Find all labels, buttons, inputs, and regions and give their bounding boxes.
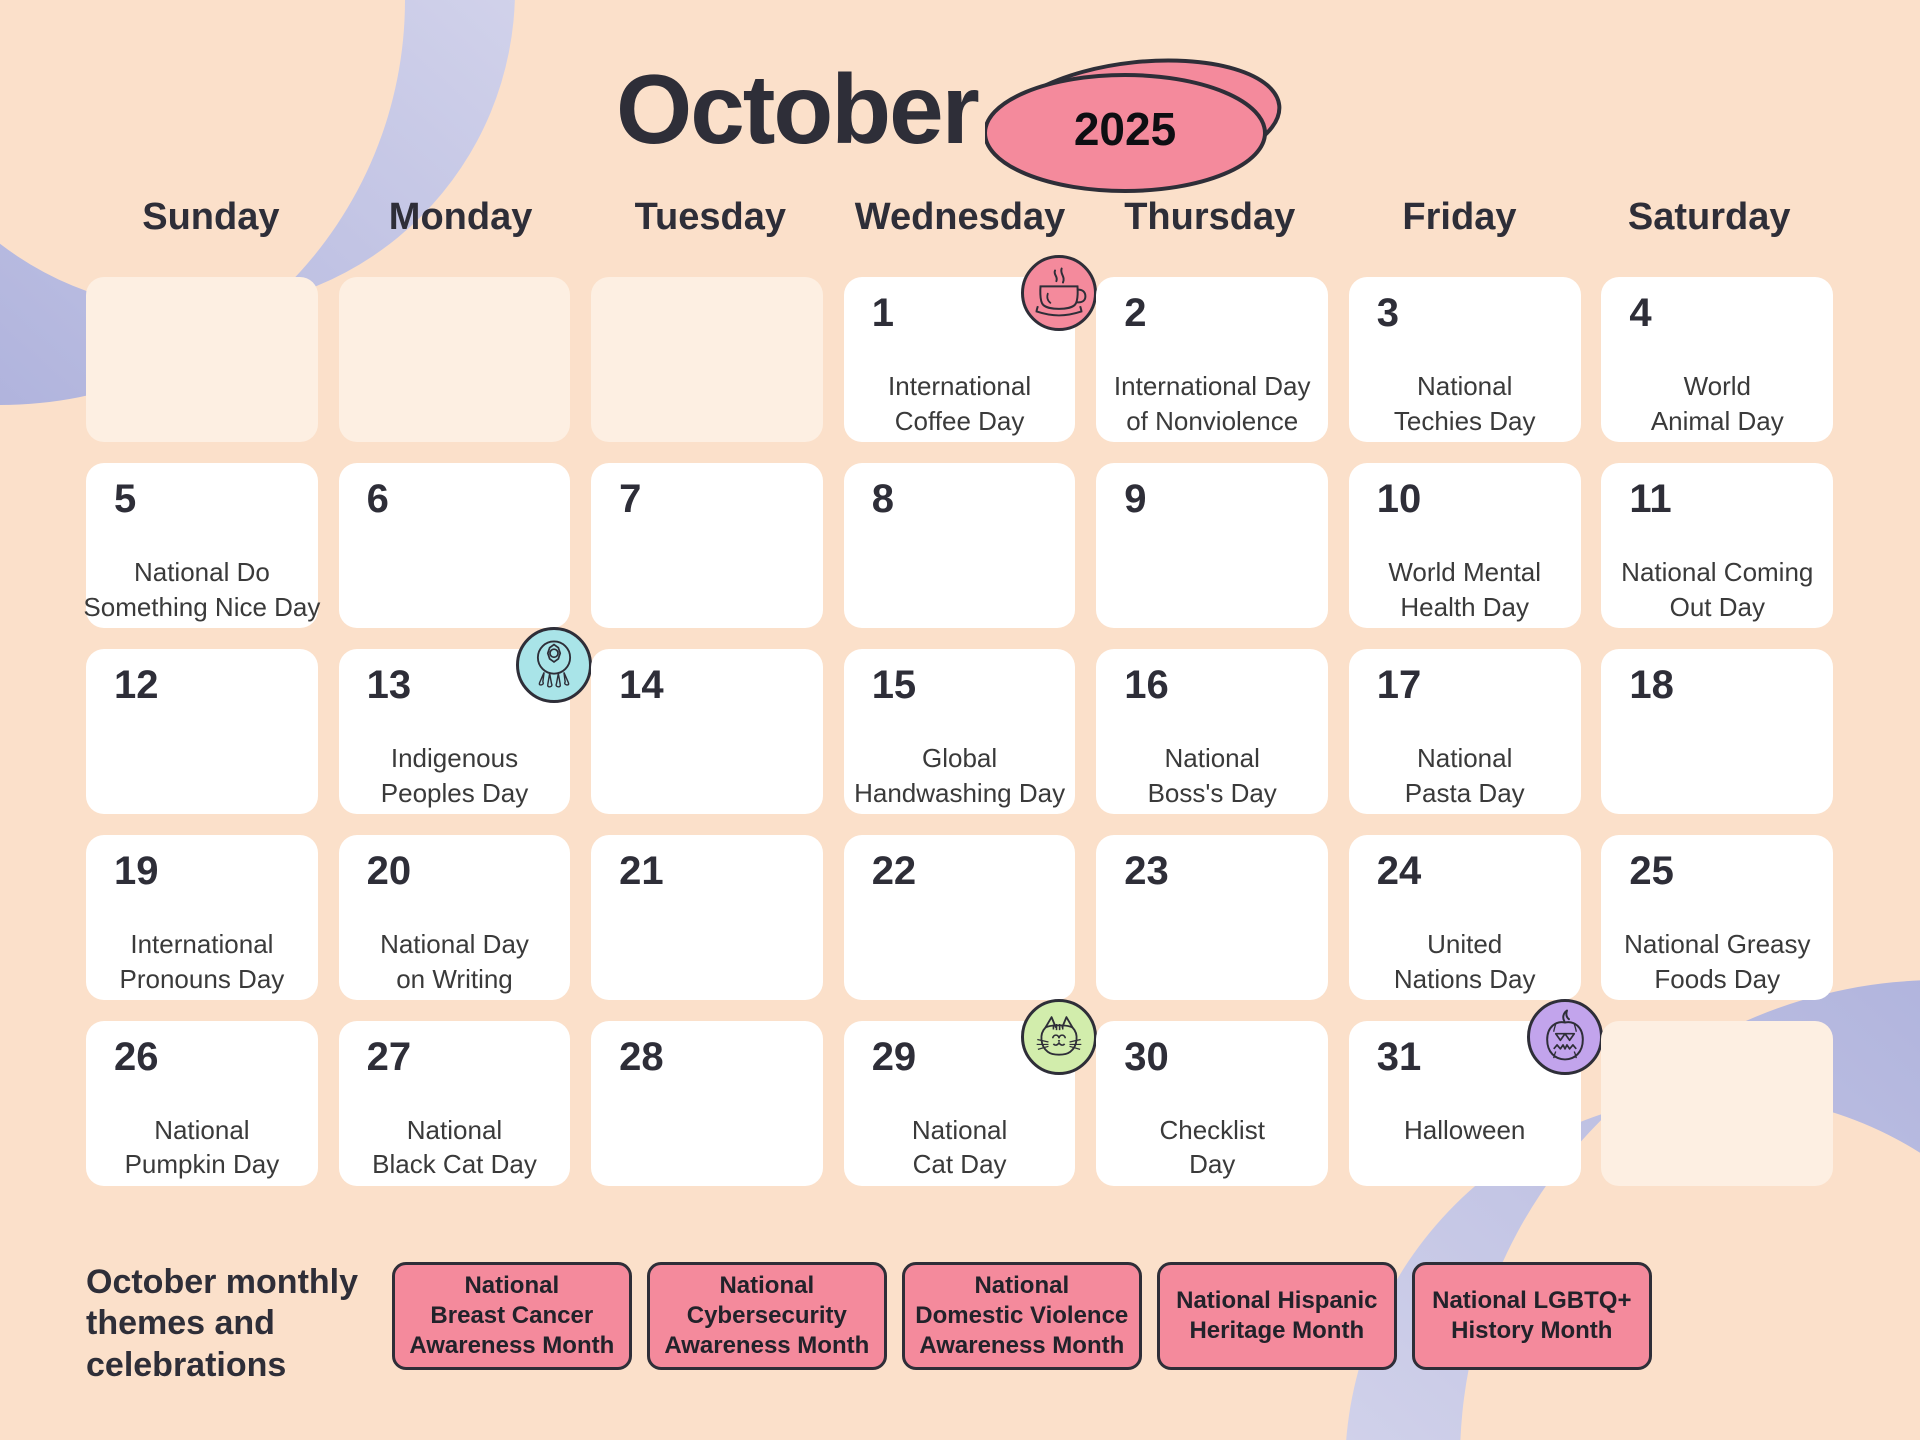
svg-text:2025: 2025 <box>1074 103 1176 155</box>
